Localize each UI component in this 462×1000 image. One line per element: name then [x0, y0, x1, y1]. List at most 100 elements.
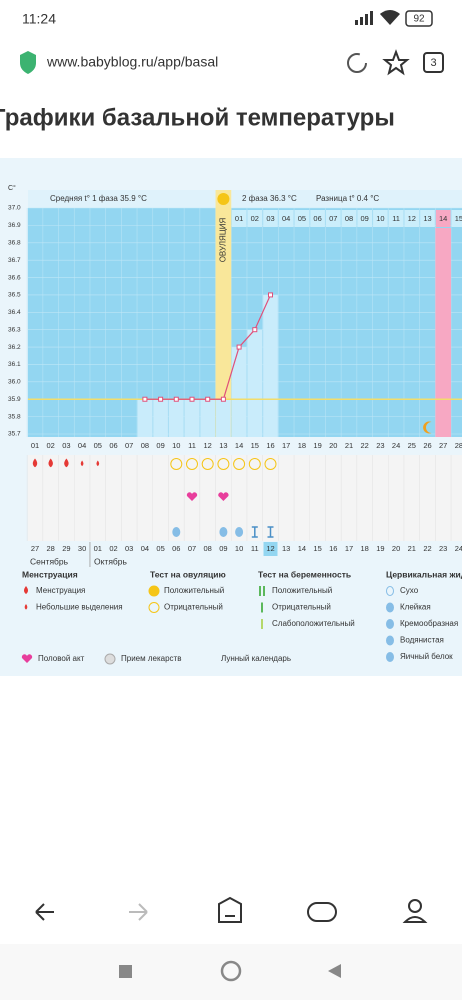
- phase2-cell: [231, 210, 247, 227]
- date-label: 19: [376, 544, 384, 553]
- column-fill: [184, 399, 200, 437]
- date-label: 22: [423, 544, 431, 553]
- y-tick-label: 36.1: [8, 361, 21, 368]
- column-fill: [216, 399, 231, 437]
- x-tick-label: 07: [125, 441, 133, 450]
- x-tick-label: 12: [204, 441, 212, 450]
- x-tick-label: 22: [361, 441, 369, 450]
- legend-icon: [21, 654, 33, 663]
- phase2-cell: [310, 210, 325, 227]
- home-button[interactable]: [218, 896, 242, 923]
- temperature-point: [158, 396, 164, 402]
- symbol-area: [28, 455, 462, 541]
- date-label: 13: [282, 544, 290, 553]
- date-label: 21: [408, 544, 416, 553]
- date-label: 10: [235, 544, 243, 553]
- phase2-day: 07: [329, 214, 337, 223]
- phase2-day: 04: [282, 214, 290, 223]
- cervical-icon: [235, 527, 244, 537]
- temperature-point: [142, 396, 148, 402]
- secure-icon: [20, 51, 36, 74]
- phase2-day: 06: [313, 214, 321, 223]
- date-label: 07: [188, 544, 196, 553]
- phase2-day: 09: [361, 214, 369, 223]
- legend-icon: [386, 602, 394, 613]
- page-title: Графики базальной температуры: [0, 104, 395, 131]
- recents-button[interactable]: [119, 965, 132, 978]
- date-label: 17: [345, 544, 353, 553]
- date-label: 15: [313, 544, 321, 553]
- y-tick-label: 36.6: [8, 274, 21, 281]
- intercourse-icon: [186, 492, 198, 501]
- y-tick-label: 35.9: [8, 396, 21, 403]
- status-icons: [355, 10, 433, 27]
- date-label: 23: [439, 544, 447, 553]
- legend-title: Менструация: [22, 569, 78, 579]
- menstruation-icon: [48, 458, 53, 468]
- profile-button[interactable]: [408, 899, 422, 913]
- legend-item: Менструация: [36, 586, 85, 595]
- date-label: 09: [219, 544, 227, 553]
- y-tick-label: 36.2: [8, 344, 21, 351]
- tabs-button[interactable]: [423, 52, 444, 73]
- x-tick-label: 10: [172, 441, 180, 450]
- month-label: Сентябрь: [30, 556, 69, 566]
- games-button[interactable]: [307, 902, 337, 922]
- legend-icon: [386, 652, 394, 662]
- x-tick-label: 05: [94, 441, 102, 450]
- phase2-cell: [294, 210, 310, 227]
- phase2-day: 13: [423, 214, 431, 223]
- date-label: 02: [109, 544, 117, 553]
- system-back-button[interactable]: [328, 964, 341, 978]
- clock: 11:24: [22, 11, 56, 27]
- legend-item: Небольшие выделения: [36, 603, 123, 612]
- column-fill: [247, 329, 263, 437]
- y-tick-label: 36.9: [8, 222, 21, 229]
- y-unit: C°: [8, 184, 16, 192]
- date-label: 01: [94, 544, 102, 553]
- x-tick-label: 15: [251, 441, 259, 450]
- phase2-cell: [404, 210, 420, 227]
- forward-button[interactable]: [129, 903, 148, 921]
- phase2-day: 12: [408, 214, 416, 223]
- temperature-point: [220, 396, 226, 402]
- legend-icon: [148, 585, 160, 597]
- legend-icon: [259, 586, 265, 596]
- column-fill: [168, 399, 184, 437]
- sticky-icon: [267, 526, 274, 538]
- x-tick-label: 25: [408, 441, 416, 450]
- phase2-cell: [247, 210, 263, 227]
- ovulation-test-icon: [264, 458, 277, 470]
- date-label: 18: [361, 544, 369, 553]
- x-tick-label: 06: [109, 441, 117, 450]
- url[interactable]: www.babyblog.ru/app/basal: [46, 54, 218, 70]
- phase2-cell: [278, 210, 294, 227]
- phase2-cell: [357, 210, 373, 227]
- legend-title: Цервикальная жидкость: [386, 569, 462, 579]
- x-tick-label: 03: [62, 441, 70, 450]
- date-label: 04: [141, 544, 149, 553]
- phase2-day: 15: [455, 214, 462, 223]
- month-label: Октябрь: [94, 556, 128, 566]
- spotting-icon: [96, 460, 100, 467]
- temperature-point: [236, 344, 242, 350]
- ovulation-test-icon: [217, 458, 230, 470]
- ovulation-label: ОВУЛЯЦИЯ: [219, 217, 228, 262]
- reload-button[interactable]: [347, 53, 367, 73]
- column-fill: [153, 399, 168, 437]
- legend-item: Водянистая: [400, 636, 444, 645]
- column-fill: [263, 294, 278, 437]
- x-tick-label: 20: [329, 441, 337, 450]
- x-tick-label: 16: [266, 441, 274, 450]
- date-label: 14: [298, 544, 306, 553]
- temperature-point: [252, 327, 258, 333]
- legend-item: Клейкая: [400, 603, 431, 612]
- back-button[interactable]: [35, 903, 54, 921]
- system-home-button[interactable]: [220, 960, 242, 982]
- phase2-day: 01: [235, 214, 243, 223]
- legend-icon: [386, 635, 394, 646]
- y-tick-label: 36.5: [8, 292, 21, 299]
- ovulation-test-icon: [170, 458, 183, 470]
- date-label: 29: [62, 544, 70, 553]
- bookmark-button[interactable]: [382, 49, 410, 76]
